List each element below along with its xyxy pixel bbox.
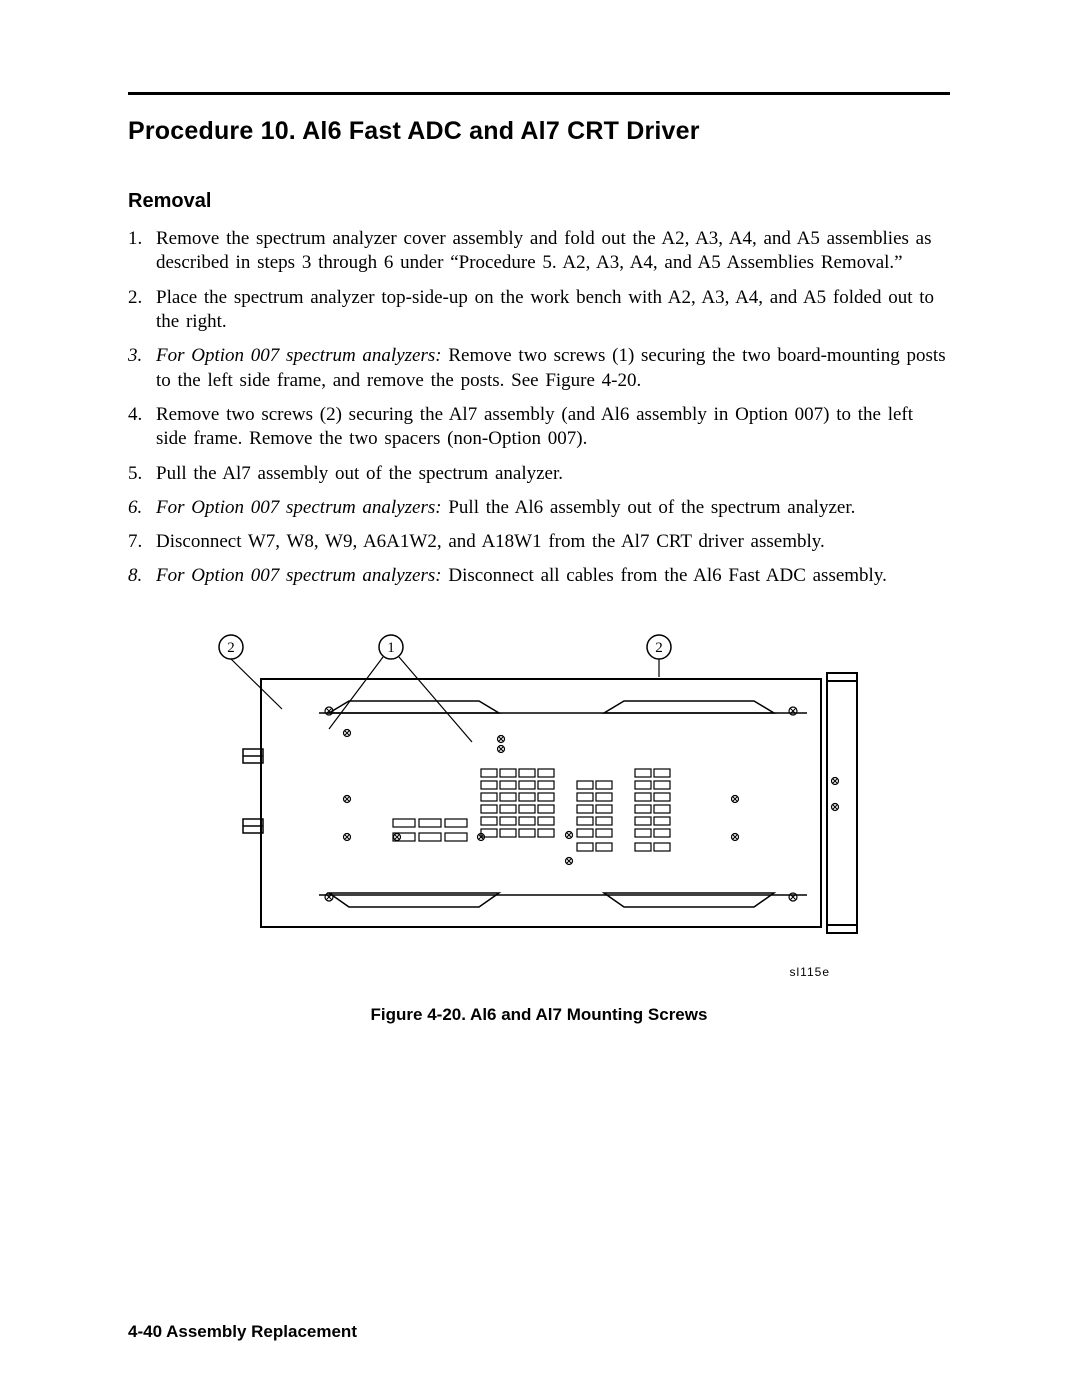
procedure-step: For Option 007 spectrum analyzers: Disco…: [128, 564, 950, 588]
page-footer: 4-40 Assembly Replacement: [128, 1322, 357, 1342]
procedure-title: Procedure 10. Al6 Fast ADC and Al7 CRT D…: [128, 117, 950, 146]
svg-text:2: 2: [655, 640, 663, 656]
removal-steps: Remove the spectrum analyzer cover assem…: [128, 227, 950, 589]
figure-4-20: 2 1 2 sl115e Figure 4-20. Al6 and Al7 Moun…: [128, 629, 950, 1025]
mounting-screws-diagram: 2 1 2: [179, 629, 899, 959]
procedure-step: Pull the Al7 assembly out of the spectru…: [128, 462, 950, 486]
svg-text:2: 2: [227, 640, 235, 656]
figure-sig: sl115e: [128, 965, 950, 979]
removal-heading: Removal: [128, 190, 950, 213]
page-content: Procedure 10. Al6 Fast ADC and Al7 CRT D…: [128, 92, 950, 1025]
procedure-step: Place the spectrum analyzer top-side-up …: [128, 286, 950, 335]
figure-caption: Figure 4-20. Al6 and Al7 Mounting Screws: [128, 1005, 950, 1025]
procedure-step: For Option 007 spectrum analyzers: Pull …: [128, 496, 950, 520]
procedure-step: Disconnect W7, W8, W9, A6A1W2, and A18W1…: [128, 530, 950, 554]
top-rule: [128, 92, 950, 95]
procedure-step: Remove two screws (2) securing the Al7 a…: [128, 403, 950, 452]
svg-text:1: 1: [387, 640, 395, 656]
procedure-step: Remove the spectrum analyzer cover assem…: [128, 227, 950, 276]
procedure-step: For Option 007 spectrum analyzers: Remov…: [128, 344, 950, 393]
